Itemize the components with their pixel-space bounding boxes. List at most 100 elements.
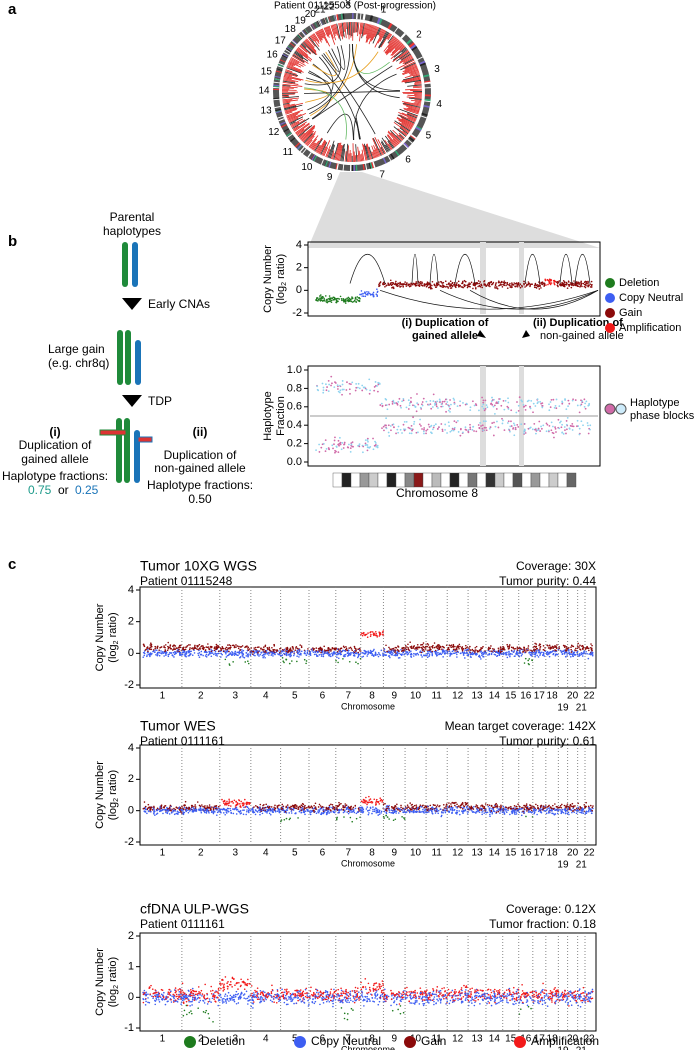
hap-point bbox=[408, 399, 410, 401]
cn-point bbox=[378, 653, 380, 655]
hap-point bbox=[458, 431, 460, 433]
sv-chord bbox=[304, 91, 400, 93]
cn-point bbox=[320, 294, 322, 296]
ideogram-band bbox=[369, 473, 378, 487]
cn-point bbox=[423, 811, 425, 813]
cn-point bbox=[345, 646, 347, 648]
cn-point bbox=[552, 651, 554, 653]
cn-point bbox=[507, 646, 509, 648]
cn-point bbox=[159, 647, 161, 649]
cn-point bbox=[378, 652, 380, 654]
cn-point bbox=[445, 280, 447, 282]
cn-point bbox=[218, 653, 220, 655]
cn-point bbox=[217, 645, 219, 647]
hap-point bbox=[493, 422, 495, 424]
cn-point bbox=[413, 653, 415, 655]
cn-point bbox=[568, 280, 570, 282]
hap-point bbox=[506, 406, 508, 408]
ideogram-band bbox=[360, 473, 369, 487]
cn-point bbox=[420, 804, 422, 806]
cn-point bbox=[177, 651, 179, 653]
cn-point bbox=[305, 807, 307, 809]
hap-point bbox=[554, 426, 556, 428]
cn-point bbox=[318, 648, 320, 650]
cn-point bbox=[495, 654, 497, 656]
cn-point bbox=[207, 654, 209, 656]
cn-point bbox=[268, 652, 270, 654]
cn-point bbox=[208, 812, 210, 814]
cn-point bbox=[512, 647, 514, 649]
cn-point bbox=[349, 300, 351, 302]
cn-point bbox=[269, 813, 271, 815]
cn-point bbox=[232, 808, 234, 810]
ideogram-band bbox=[389, 26, 391, 27]
y-axis-label-part: ratio) bbox=[275, 254, 287, 282]
cn-point bbox=[169, 652, 171, 654]
cn-point bbox=[511, 282, 513, 284]
hap-point bbox=[332, 448, 334, 450]
cn-bar bbox=[348, 22, 349, 39]
cn-point bbox=[383, 654, 385, 656]
cn-point bbox=[385, 815, 387, 817]
cn-point bbox=[301, 645, 303, 647]
cn-point bbox=[143, 652, 145, 654]
cn-point bbox=[311, 650, 313, 652]
cn-point bbox=[248, 649, 250, 651]
cn-point bbox=[297, 817, 299, 819]
hap-point bbox=[565, 408, 567, 410]
cn-point bbox=[566, 654, 568, 656]
cn-point bbox=[574, 651, 576, 653]
cn-point bbox=[427, 656, 429, 658]
chromosome-label: 1 bbox=[160, 691, 166, 702]
cn-point bbox=[197, 649, 199, 651]
cn-point bbox=[156, 813, 158, 815]
cn-point bbox=[406, 807, 408, 809]
cn-point bbox=[427, 283, 429, 285]
cn-point bbox=[415, 804, 417, 806]
hap-point bbox=[504, 429, 506, 431]
arrowhead bbox=[522, 330, 530, 338]
hap-point bbox=[538, 428, 540, 430]
hap-point bbox=[459, 400, 461, 402]
cn-point bbox=[483, 283, 485, 285]
cn-point bbox=[379, 634, 381, 636]
hap-point bbox=[580, 420, 582, 422]
cn-point bbox=[259, 654, 261, 656]
y-tick-label: 4 bbox=[128, 584, 134, 596]
cn-point bbox=[539, 288, 541, 290]
cn-point bbox=[207, 647, 209, 649]
cn-point bbox=[377, 291, 379, 293]
hap-point bbox=[419, 423, 421, 425]
cn-point bbox=[528, 649, 530, 651]
chromosome-label: 6 bbox=[320, 848, 326, 859]
cn-point bbox=[144, 646, 146, 648]
cn-point bbox=[320, 648, 322, 650]
cn-point bbox=[331, 301, 333, 303]
hap-point bbox=[449, 399, 451, 401]
cn-point bbox=[414, 805, 416, 807]
cn-point bbox=[208, 646, 210, 648]
cn-point bbox=[566, 282, 568, 284]
hap-point bbox=[396, 429, 398, 431]
hap-point bbox=[401, 432, 403, 434]
cn-point bbox=[390, 649, 392, 651]
cn-point bbox=[502, 286, 504, 288]
cn-point bbox=[238, 646, 240, 648]
cn-point bbox=[375, 803, 377, 805]
cn-point bbox=[347, 299, 349, 301]
cn-point bbox=[167, 649, 169, 651]
cn-point bbox=[318, 297, 320, 299]
cn-point bbox=[585, 285, 587, 287]
cn-point bbox=[365, 802, 367, 804]
cn-point bbox=[366, 808, 368, 810]
hap-point bbox=[494, 404, 496, 406]
cn-point bbox=[572, 655, 574, 657]
cn-point bbox=[507, 284, 509, 286]
cn-point bbox=[174, 810, 176, 812]
cn-point bbox=[323, 646, 325, 648]
chromosome-glyph bbox=[132, 242, 138, 287]
cn-point bbox=[436, 283, 438, 285]
diagram-text: 0.25 bbox=[75, 483, 99, 497]
cn-point bbox=[372, 806, 374, 808]
cn-point bbox=[409, 286, 411, 288]
